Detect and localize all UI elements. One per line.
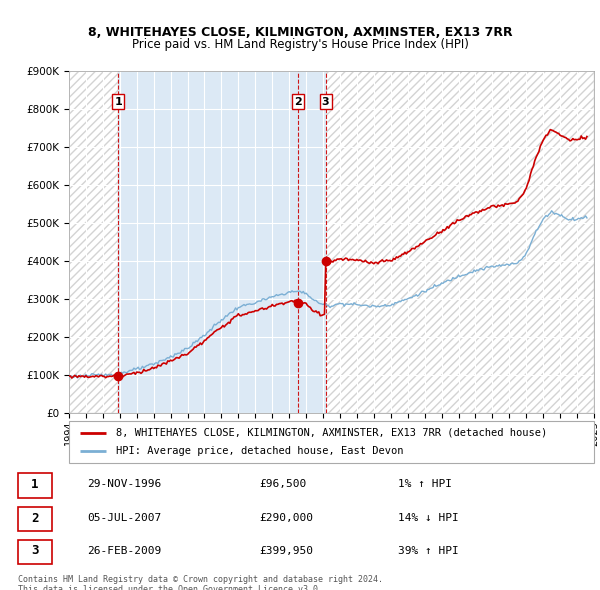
- Text: 8, WHITEHAYES CLOSE, KILMINGTON, AXMINSTER, EX13 7RR (detached house): 8, WHITEHAYES CLOSE, KILMINGTON, AXMINST…: [116, 428, 548, 438]
- Text: Contains HM Land Registry data © Crown copyright and database right 2024.
This d: Contains HM Land Registry data © Crown c…: [18, 575, 383, 590]
- Bar: [326, 71, 594, 413]
- Bar: [69, 71, 118, 413]
- Text: 3: 3: [31, 544, 39, 558]
- FancyBboxPatch shape: [18, 540, 52, 564]
- FancyBboxPatch shape: [69, 421, 594, 463]
- FancyBboxPatch shape: [18, 507, 52, 532]
- Text: £399,950: £399,950: [260, 546, 314, 556]
- Text: HPI: Average price, detached house, East Devon: HPI: Average price, detached house, East…: [116, 446, 404, 456]
- Text: 29-NOV-1996: 29-NOV-1996: [87, 479, 161, 489]
- Text: £290,000: £290,000: [260, 513, 314, 523]
- Text: 39% ↑ HPI: 39% ↑ HPI: [398, 546, 458, 556]
- Text: 2: 2: [31, 512, 39, 525]
- Text: £96,500: £96,500: [260, 479, 307, 489]
- Bar: [118, 71, 326, 413]
- Text: 14% ↓ HPI: 14% ↓ HPI: [398, 513, 458, 523]
- Text: 05-JUL-2007: 05-JUL-2007: [87, 513, 161, 523]
- Text: Price paid vs. HM Land Registry's House Price Index (HPI): Price paid vs. HM Land Registry's House …: [131, 38, 469, 51]
- Text: 8, WHITEHAYES CLOSE, KILMINGTON, AXMINSTER, EX13 7RR: 8, WHITEHAYES CLOSE, KILMINGTON, AXMINST…: [88, 26, 512, 39]
- Text: 1: 1: [31, 478, 39, 491]
- FancyBboxPatch shape: [18, 473, 52, 497]
- Text: 2: 2: [294, 97, 302, 107]
- Text: 1% ↑ HPI: 1% ↑ HPI: [398, 479, 452, 489]
- Text: 3: 3: [322, 97, 329, 107]
- Text: 26-FEB-2009: 26-FEB-2009: [87, 546, 161, 556]
- Text: 1: 1: [115, 97, 122, 107]
